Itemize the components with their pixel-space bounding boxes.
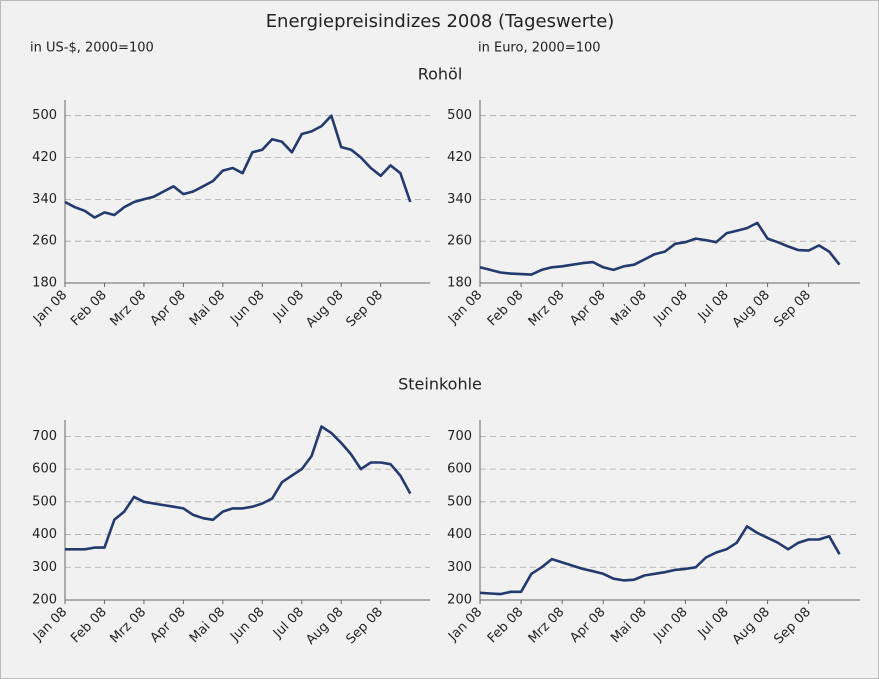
y-tick-label: 600 xyxy=(32,462,57,477)
y-tick-label: 180 xyxy=(447,276,472,291)
y-tick-label: 200 xyxy=(32,593,57,608)
y-tick-label: 200 xyxy=(447,593,472,608)
y-tick-label: 700 xyxy=(32,429,57,444)
y-tick-label: 500 xyxy=(447,494,472,509)
data-line xyxy=(65,425,412,551)
section-title: Rohöl xyxy=(418,65,463,84)
section-title: Steinkohle xyxy=(398,375,482,394)
y-tick-label: 260 xyxy=(447,234,472,249)
y-tick-label: 260 xyxy=(32,234,57,249)
chart-title: Energiepreisindizes 2008 (Tageswerte) xyxy=(266,11,615,32)
y-tick-label: 340 xyxy=(32,192,57,207)
y-tick-label: 500 xyxy=(447,108,472,123)
unit-label: in Euro, 2000=100 xyxy=(478,41,601,56)
y-tick-label: 700 xyxy=(447,429,472,444)
y-tick-label: 420 xyxy=(447,150,472,165)
y-tick-label: 500 xyxy=(32,494,57,509)
data-line xyxy=(479,221,841,276)
data-line xyxy=(64,114,412,219)
y-tick-label: 400 xyxy=(32,527,57,542)
y-tick-label: 340 xyxy=(447,192,472,207)
data-line xyxy=(479,525,841,596)
y-tick-label: 600 xyxy=(447,462,472,477)
y-tick-label: 300 xyxy=(32,560,57,575)
y-tick-label: 500 xyxy=(32,108,57,123)
unit-label: in US-$, 2000=100 xyxy=(30,41,154,56)
y-tick-label: 420 xyxy=(32,150,57,165)
y-tick-label: 180 xyxy=(32,276,57,291)
y-tick-label: 400 xyxy=(447,527,472,542)
y-tick-label: 300 xyxy=(447,560,472,575)
